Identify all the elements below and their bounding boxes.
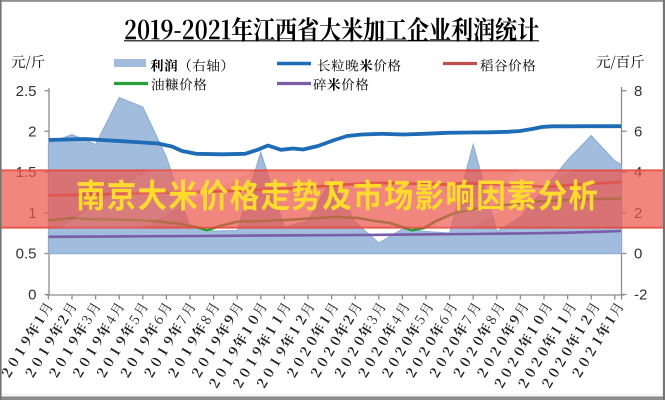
- svg-text:0: 0: [28, 287, 36, 304]
- svg-text:8: 8: [634, 83, 642, 100]
- svg-text:2: 2: [28, 123, 36, 140]
- svg-text:6: 6: [634, 123, 642, 140]
- svg-text:2.5: 2.5: [16, 83, 37, 100]
- svg-text:0: 0: [634, 246, 642, 263]
- svg-text:-2: -2: [634, 287, 647, 304]
- svg-text:0.5: 0.5: [16, 246, 37, 263]
